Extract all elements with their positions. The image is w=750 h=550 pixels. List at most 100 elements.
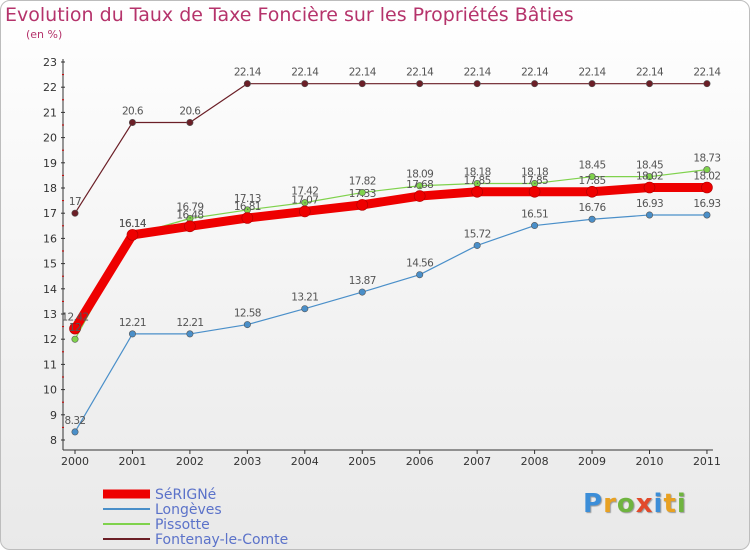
data-point [358,80,366,88]
data-label: 18.02 [636,170,663,182]
data-label: 17.85 [521,175,548,187]
data-point [586,185,598,198]
series-line [74,214,708,433]
data-label: 20.6 [179,105,201,117]
data-point [71,209,79,217]
data-label: 22.14 [349,67,377,79]
y-tick-label: 21 [43,106,57,119]
data-label: 22.14 [579,67,607,79]
data-point [241,212,254,224]
data-label: 18.45 [579,160,606,172]
data-label: 16.79 [176,201,203,213]
data-point [416,271,424,279]
logo-letter: r [603,489,617,519]
data-point [69,322,81,335]
legend-label: Fontenay-le-Comte [155,532,288,548]
data-label: 17 [69,196,81,208]
data-point [186,330,194,338]
x-tick-label: 2011 [693,455,721,468]
data-point [703,80,711,88]
data-label: 22.14 [291,67,319,79]
x-tick-label: 2002 [176,455,204,468]
y-tick-label: 20 [43,132,57,145]
y-tick-label: 9 [50,409,57,422]
data-point [128,330,136,338]
data-label: 12 [69,322,81,334]
data-label: 16.81 [234,201,261,213]
data-point [531,222,539,230]
data-label: 12.21 [176,317,203,329]
data-label: 22.14 [693,67,721,79]
x-tick-label: 2009 [578,455,606,468]
y-tick-label: 12 [43,333,57,346]
y-tick-label: 16 [43,232,57,245]
data-point [473,241,481,249]
data-point [298,205,311,218]
data-point [588,80,596,88]
logo-letter: t [663,489,677,519]
data-label: 22.14 [521,67,549,79]
data-label: 14.56 [406,258,434,270]
x-tick-label: 2003 [233,455,261,468]
data-point [416,182,424,190]
data-point [528,185,541,198]
data-point [471,185,483,198]
x-tick-label: 2007 [463,455,491,468]
chart-title: Evolution du Taux de Taxe Foncière sur l… [5,4,574,26]
y-tick-label: 10 [43,384,57,397]
y-tick-label: 23 [43,56,57,69]
logo-letter: i [676,489,687,519]
data-label: 22.14 [636,67,664,79]
legend-label: Longèves [155,502,222,518]
data-label: 13.87 [349,275,376,287]
data-point [643,181,656,194]
data-label: 17.68 [406,179,433,191]
data-point [358,288,366,296]
data-label: 18.18 [521,166,548,178]
y-tick-label: 15 [43,258,57,271]
data-label: 18.02 [693,170,720,182]
data-label: 17.13 [234,193,261,205]
proxiti-logo: Proxiti [583,489,687,519]
series-line [74,169,708,340]
legend-label: SéRIGNé [155,487,216,503]
data-point [358,189,366,197]
x-tick-label: 2006 [406,455,434,468]
data-point [71,428,79,436]
data-label: 16.51 [521,209,548,221]
x-tick-label: 2001 [118,455,146,468]
data-label: 17.33 [349,188,376,200]
data-point [356,199,369,211]
data-point [473,80,481,88]
data-point [184,220,196,233]
data-label: 22.14 [406,67,434,79]
data-label: 17.82 [349,176,376,188]
data-point [531,80,539,88]
data-label: 16.48 [176,209,203,221]
data-point [701,181,713,194]
data-label: 20.6 [122,105,144,117]
data-label: 17.85 [579,175,606,187]
series-line [74,83,708,214]
y-tick-label: 19 [43,157,57,170]
data-point [645,173,653,181]
logo-letter: o [616,489,636,519]
data-label: 16.14 [119,218,147,230]
data-label: 16.93 [693,198,720,210]
data-point [413,190,426,202]
data-label: 18.18 [464,166,491,178]
data-label: 17.85 [464,175,491,187]
data-label: 12.42 [61,312,88,324]
data-label: 22.14 [234,67,262,79]
data-point [588,215,596,223]
data-label: 18.45 [636,160,663,172]
data-label: 17.42 [291,186,318,198]
data-label: 18.73 [693,153,720,165]
data-label: 8.32 [65,415,86,427]
data-point [71,335,79,343]
y-tick-label: 11 [43,358,57,371]
logo-letter: x [635,489,654,519]
data-point [645,80,653,88]
data-label: 15.72 [464,228,491,240]
